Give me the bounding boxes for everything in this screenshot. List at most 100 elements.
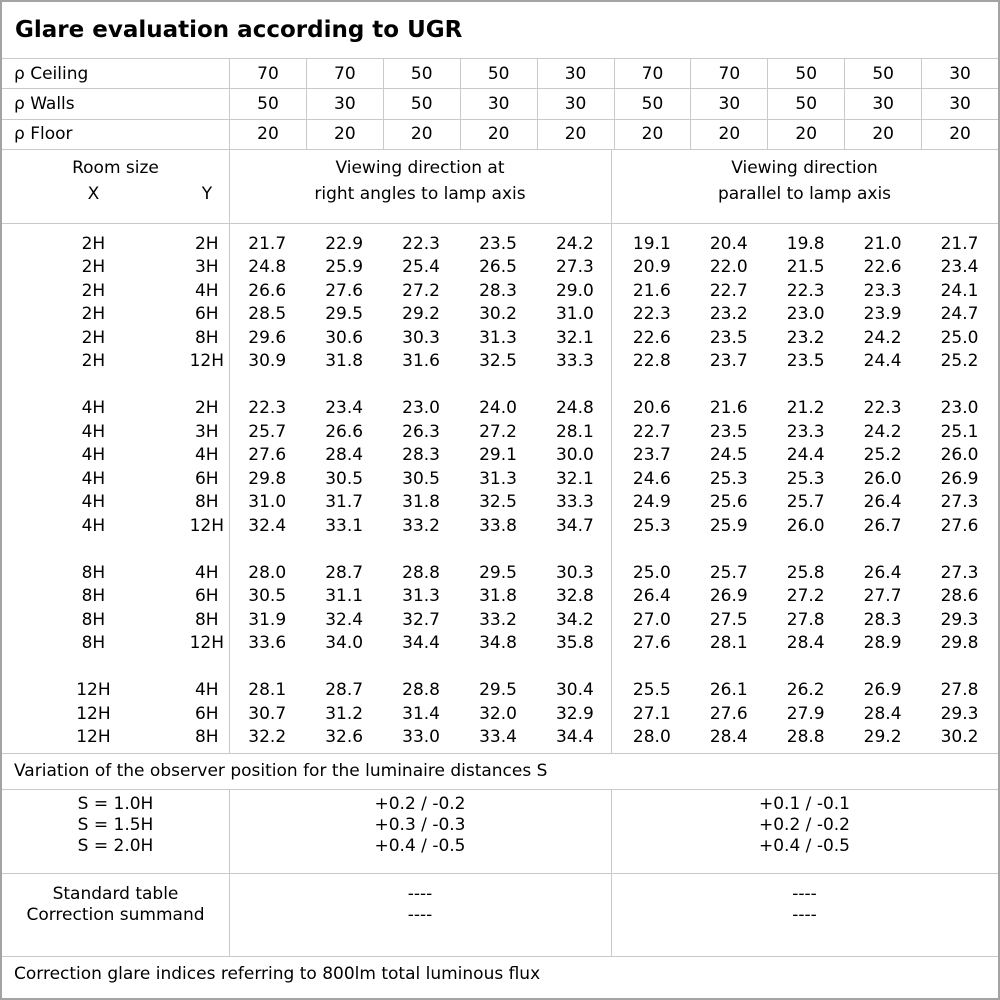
block-spacer: [2, 537, 998, 561]
summary-row-label: Standard table: [52, 884, 179, 905]
table-header-row: Room size X Y Viewing direction at right…: [2, 149, 998, 224]
reflectance-value-cell: 70: [305, 59, 383, 89]
ugr-value-cell: 22.3: [248, 398, 287, 419]
reflectance-table: ρ Ceiling 70 70 50 50 30 70 70 50 50 30 ρ Walls 50 30…: [2, 59, 998, 150]
ugr-value-cell: 35.8: [555, 633, 594, 654]
ugr-value-cell: 21.7: [248, 233, 287, 254]
ugr-row: 4H 3H 25.7 26.6 26.3 27.2 28.1 22.7 23.5 23.3 24.2…: [2, 420, 998, 444]
ugr-value-cell: 26.4: [863, 492, 902, 513]
ugr-value-cell: 29.1: [479, 445, 517, 466]
ugr-value-cell: 31.3: [479, 327, 517, 348]
ugr-value-cell: 27.6: [632, 633, 671, 654]
ugr-value-cell: 32.5: [479, 492, 517, 513]
ugr-value-cell: 22.6: [632, 327, 671, 348]
summary-rows: Standard table ---- ---- Correction summand…: [2, 884, 998, 926]
room-y-cell: 8H: [194, 727, 219, 748]
ugr-value-cell: 32.1: [555, 468, 594, 489]
ugr-value-cell: 27.6: [940, 515, 979, 536]
ugr-value-cell: 28.4: [709, 727, 748, 748]
ugr-value-cell: 23.5: [786, 351, 825, 372]
room-y-cell: 2H: [194, 233, 219, 254]
ugr-value-cell: 29.3: [940, 703, 979, 724]
ugr-value-cell: 22.8: [632, 351, 671, 372]
ugr-value-cell: 24.7: [940, 304, 979, 325]
ugr-value-cell: 23.7: [632, 445, 671, 466]
ugr-value-cell: 22.7: [709, 280, 748, 301]
ugr-value-cell: 33.3: [555, 492, 594, 513]
reflectance-value-cell: 50: [844, 59, 921, 89]
room-x-cell: 8H: [81, 586, 106, 607]
ugr-value-cell: 24.0: [479, 398, 517, 419]
column-divider: [229, 789, 230, 873]
room-x-cell: 4H: [81, 421, 106, 442]
room-x-cell: 4H: [81, 515, 106, 536]
room-y-cell: 6H: [194, 304, 219, 325]
ugr-value-cell: 28.4: [786, 633, 825, 654]
ugr-value-cell: 25.6: [709, 492, 748, 513]
ugr-value-cell: 19.1: [632, 233, 671, 254]
reflectance-value-cell: 30: [536, 89, 614, 119]
x-axis-label: X: [87, 183, 100, 204]
room-x-cell: 4H: [81, 445, 106, 466]
s-parallel-value: +0.1 / -0.1: [759, 794, 850, 815]
s-variation-row: S = 1.0H +0.2 / -0.2 +0.1 / -0.1: [2, 794, 998, 815]
ugr-value-cell: 31.3: [402, 586, 440, 607]
room-x-cell: 8H: [81, 633, 106, 654]
room-x-cell: 12H: [76, 727, 111, 748]
ugr-row: 12H 4H 28.1 28.7 28.8 29.5 30.4 25.5 26.1 26.2 26.…: [2, 678, 998, 702]
ugr-value-cell: 31.8: [325, 351, 364, 372]
ugr-value-cell: 25.8: [786, 562, 825, 583]
ugr-value-cell: 26.5: [479, 257, 517, 278]
ugr-row: 8H 8H 31.9 32.4 32.7 33.2 34.2 27.0 27.5 27.8 28.3…: [2, 608, 998, 632]
s-variation-section: S = 1.0H +0.2 / -0.2 +0.1 / -0.1 S = 1.5H +0…: [2, 789, 998, 874]
room-y-cell: 12H: [189, 515, 224, 536]
s-right-angles-value: +0.3 / -0.3: [374, 815, 466, 836]
ugr-value-cell: 32.4: [248, 515, 287, 536]
ugr-value-cell: 30.7: [248, 703, 287, 724]
reflectance-value-cell: 50: [767, 59, 844, 89]
ugr-value-cell: 23.0: [402, 398, 440, 419]
summary-right-angles-value: ----: [407, 905, 433, 926]
summary-right-angles-value: ----: [407, 884, 433, 905]
ugr-row: 2H 8H 29.6 30.6 30.3 31.3 32.1 22.6 23.5 23.2 24.2…: [2, 326, 998, 350]
ugr-value-cell: 24.4: [786, 445, 825, 466]
ugr-row: 4H 2H 22.3 23.4 23.0 24.0 24.8 20.6 21.6 21.2 22.3…: [2, 396, 998, 420]
ugr-value-cell: 24.5: [709, 445, 748, 466]
room-x-cell: 4H: [81, 468, 106, 489]
reflectance-row-label: ρ Ceiling: [14, 63, 89, 84]
page-title: Glare evaluation according to UGR: [2, 2, 998, 59]
ugr-row: 2H 12H 30.9 31.8 31.6 32.5 33.3 22.8 23.7 23.5 24.…: [2, 349, 998, 373]
reflectance-value-cell: 20: [613, 119, 691, 149]
ugr-value-cell: 29.5: [479, 680, 517, 701]
ugr-value-cell: 22.7: [632, 421, 671, 442]
ugr-value-cell: 25.5: [632, 680, 671, 701]
ugr-row: 8H 6H 30.5 31.1 31.3 31.8 32.8 26.4 26.9 27.2 27.7…: [2, 584, 998, 608]
reflectance-row-label: ρ Floor: [14, 124, 73, 145]
ugr-value-cell: 29.5: [479, 562, 517, 583]
ugr-value-cell: 31.9: [248, 609, 287, 630]
ugr-value-cell: 23.4: [940, 257, 979, 278]
s-parallel-value: +0.2 / -0.2: [759, 815, 850, 836]
ugr-value-cell: 24.2: [863, 421, 902, 442]
ugr-value-cell: 25.4: [402, 257, 440, 278]
reflectance-value-cell: 20: [690, 119, 767, 149]
ugr-value-cell: 31.0: [248, 492, 287, 513]
s-distance-label: S = 1.5H: [77, 815, 154, 836]
ugr-value-cell: 21.6: [632, 280, 671, 301]
ugr-value-cell: 28.3: [863, 609, 902, 630]
ugr-value-cell: 28.8: [786, 727, 825, 748]
ugr-value-cell: 34.0: [325, 633, 364, 654]
reflectance-value-cell: 20: [229, 119, 306, 149]
ugr-value-cell: 32.8: [555, 586, 594, 607]
ugr-value-cell: 23.5: [709, 327, 748, 348]
ugr-value-cell: 34.2: [555, 609, 594, 630]
column-divider: [611, 149, 612, 223]
reflectance-value-cell: 30: [690, 89, 767, 119]
ugr-value-cell: 32.2: [248, 727, 287, 748]
ugr-value-cell: 21.0: [863, 233, 902, 254]
ugr-value-cell: 23.3: [786, 421, 825, 442]
room-y-cell: 12H: [189, 351, 224, 372]
ugr-value-cell: 24.8: [555, 398, 594, 419]
ugr-value-cell: 28.6: [940, 586, 979, 607]
column-divider: [229, 223, 230, 753]
